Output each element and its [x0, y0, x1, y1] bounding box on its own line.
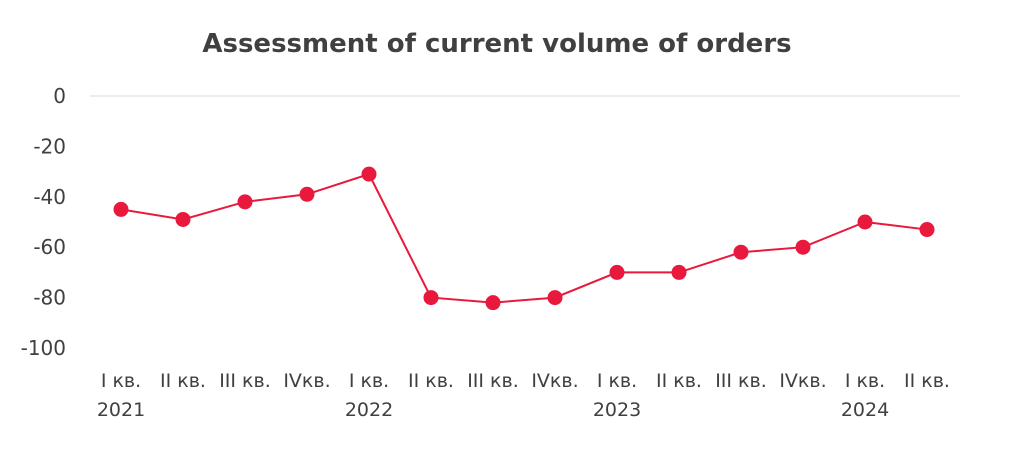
- y-axis-ticks: 0 -20 -40 -60 -80 -100: [21, 84, 66, 360]
- data-point: [361, 166, 377, 182]
- series-line: [120, 172, 928, 304]
- x-tick-label: I кв.: [101, 370, 141, 392]
- y-tick-label: -60: [33, 235, 66, 259]
- x-tick-label: I кв.: [349, 370, 389, 392]
- x-tick-label: IVкв.: [283, 370, 330, 392]
- y-tick-label: -20: [33, 134, 66, 158]
- x-year-label: 2024: [841, 399, 889, 421]
- data-point: [299, 186, 315, 202]
- data-point: [671, 264, 687, 280]
- data-point: [919, 222, 935, 238]
- data-point: [609, 264, 625, 280]
- data-point: [857, 214, 873, 230]
- data-point: [547, 290, 563, 306]
- data-point: [113, 201, 129, 217]
- x-axis-years: 2021 2022 2023 2024: [97, 399, 889, 421]
- data-point: [485, 295, 501, 311]
- x-tick-label: I кв.: [597, 370, 637, 392]
- x-tick-label: II кв.: [656, 370, 702, 392]
- x-tick-label: IVкв.: [779, 370, 826, 392]
- data-point: [237, 194, 253, 210]
- x-tick-label: II кв.: [160, 370, 206, 392]
- y-tick-label: -100: [21, 336, 66, 360]
- x-tick-label: III кв.: [467, 370, 519, 392]
- x-tick-label: III кв.: [219, 370, 271, 392]
- x-year-label: 2022: [345, 399, 393, 421]
- chart-title: Assessment of current volume of orders: [202, 29, 791, 59]
- x-tick-label: IVкв.: [531, 370, 578, 392]
- x-axis-ticks: I кв. II кв. III кв. IVкв. I кв. II кв. III кв…: [101, 370, 950, 392]
- x-tick-label: II кв.: [904, 370, 950, 392]
- data-point: [175, 211, 191, 227]
- y-tick-label: -40: [33, 185, 66, 209]
- data-point: [795, 239, 811, 255]
- data-points: [113, 166, 935, 311]
- y-tick-label: 0: [53, 84, 66, 108]
- y-tick-label: -80: [33, 286, 66, 310]
- data-point: [733, 244, 749, 260]
- x-tick-label: I кв.: [845, 370, 885, 392]
- x-year-label: 2021: [97, 399, 145, 421]
- data-point: [423, 290, 439, 306]
- x-year-label: 2023: [593, 399, 641, 421]
- x-tick-label: II кв.: [408, 370, 454, 392]
- x-tick-label: III кв.: [715, 370, 767, 392]
